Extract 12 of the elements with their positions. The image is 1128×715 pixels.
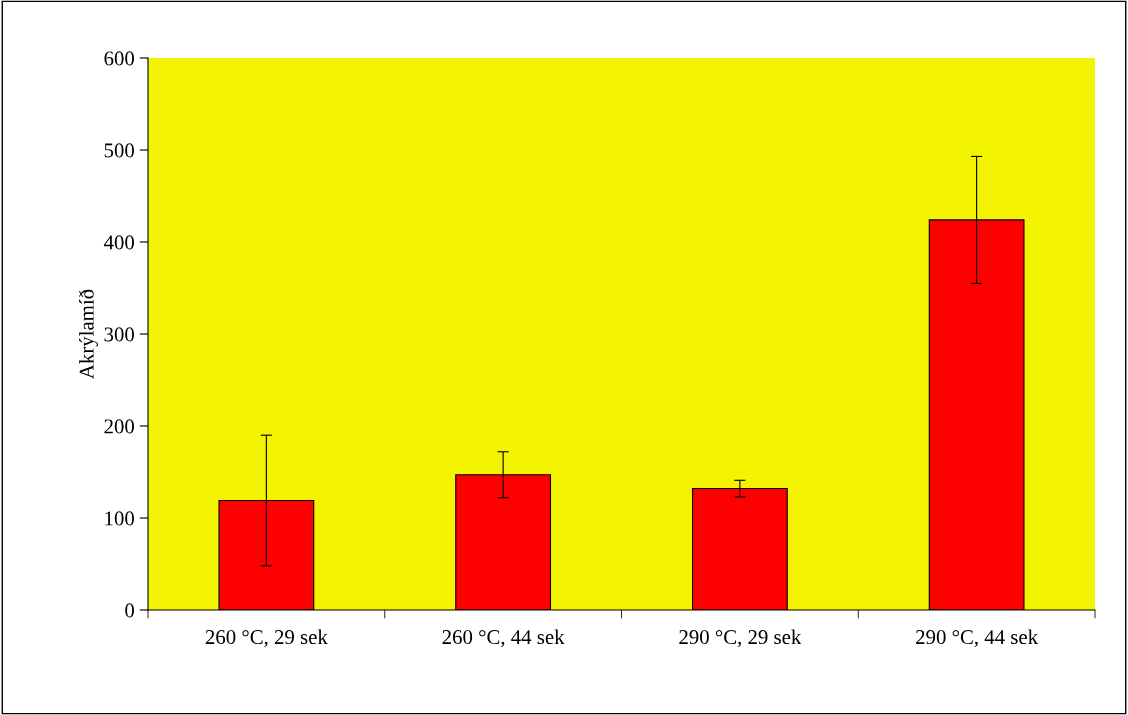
- y-tick-label: 100: [105, 511, 135, 526]
- x-tick-label: 290 °C, 44 sek: [916, 629, 1039, 648]
- x-tick-label: 260 °C, 44 sek: [442, 629, 565, 648]
- y-tick-label: 0: [125, 603, 135, 618]
- y-tick-label: 200: [104, 419, 135, 434]
- y-tick-label: 500: [104, 143, 135, 158]
- y-tick-label: 400: [103, 235, 135, 250]
- y-tick-label: 600: [104, 51, 135, 66]
- y-tick-label: 300: [104, 327, 135, 342]
- x-tick-label: 290 °C, 29 sek: [679, 629, 802, 648]
- x-tick-label: 260 °C, 29 sek: [205, 629, 328, 648]
- y-axis-title: Akrýlamíð: [78, 289, 98, 379]
